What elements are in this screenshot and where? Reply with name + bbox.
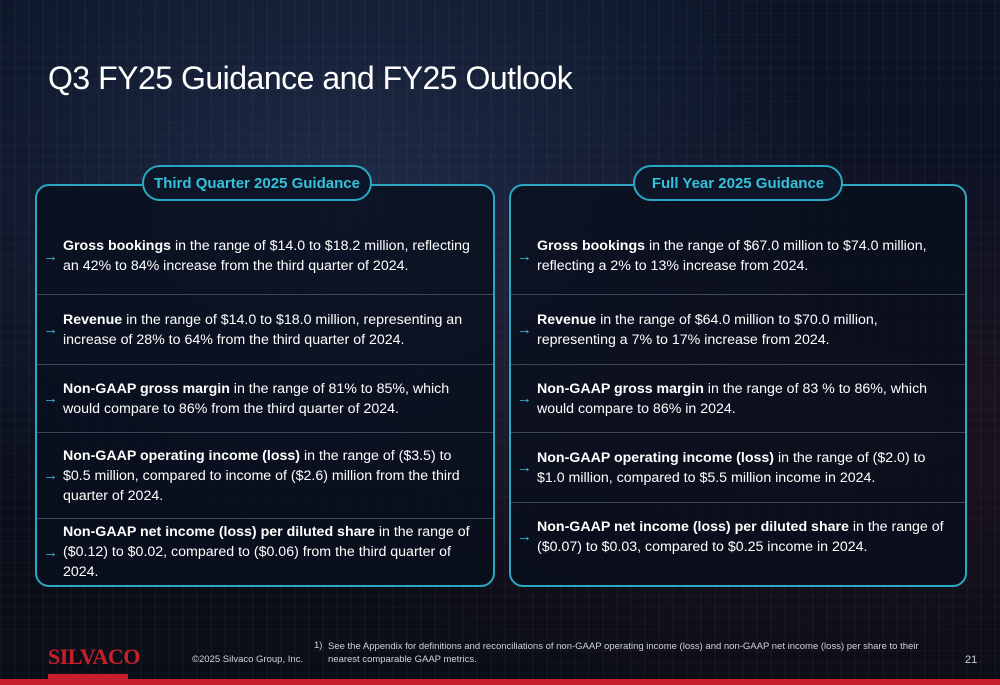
footnote-text: See the Appendix for definitions and rec… — [328, 641, 919, 665]
item-description: in the range of $67.0 million to $74.0 m… — [537, 238, 927, 274]
item-description: in the range of ($2.0) to $1.0 million, … — [537, 449, 926, 486]
fy-item-gross-bookings: → Gross bookings in the range of $67.0 m… — [511, 218, 965, 294]
arrow-right-icon: → — [517, 528, 532, 545]
arrow-right-icon: → — [517, 321, 532, 338]
q3-item-net-income: → Non-GAAP net income (loss) per diluted… — [37, 518, 493, 585]
arrow-right-icon: → — [517, 459, 532, 476]
item-description: in the range of 81% to 85%, which would … — [63, 380, 450, 417]
logo-accent-bar — [48, 674, 128, 679]
item-label: Non-GAAP net income (loss) per diluted s… — [537, 518, 849, 535]
fy-item-revenue: → Revenue in the range of $64.0 million … — [511, 294, 965, 364]
arrow-right-icon: → — [43, 467, 58, 484]
arrow-right-icon: → — [43, 390, 58, 407]
q3-guidance-heading: Third Quarter 2025 Guidance — [142, 165, 372, 201]
q3-item-operating-income: → Non-GAAP operating income (loss) in th… — [37, 432, 493, 518]
item-description: in the range of ($0.12) to $0.02, compar… — [63, 524, 470, 580]
item-description: in the range of $64.0 million to $70.0 m… — [537, 311, 878, 348]
q3-item-revenue: → Revenue in the range of $14.0 to $18.0… — [37, 294, 493, 364]
item-description: in the range of $14.0 to $18.2 million, … — [63, 238, 470, 274]
page-number: 21 — [965, 654, 978, 666]
item-label: Non-GAAP gross margin — [537, 380, 704, 397]
arrow-right-icon: → — [43, 543, 58, 561]
q3-guidance-panel: → Gross bookings in the range of $14.0 t… — [35, 184, 495, 587]
bottom-red-bar — [0, 679, 1000, 685]
q3-item-gross-bookings: → Gross bookings in the range of $14.0 t… — [37, 218, 493, 294]
fy-item-net-income: → Non-GAAP net income (loss) per diluted… — [511, 502, 965, 570]
arrow-right-icon: → — [43, 321, 58, 338]
fy-guidance-heading: Full Year 2025 Guidance — [633, 165, 843, 201]
item-label: Non-GAAP net income (loss) per diluted s… — [63, 524, 375, 540]
fy-item-gross-margin: → Non-GAAP gross margin in the range of … — [511, 364, 965, 432]
item-label: Non-GAAP operating income (loss) — [63, 447, 301, 464]
item-description: in the range of $14.0 to $18.0 million, … — [63, 311, 463, 348]
slide-title: Q3 FY25 Guidance and FY25 Outlook — [48, 60, 573, 96]
silvaco-logo: SILVACO — [48, 644, 140, 669]
item-label: Revenue — [63, 311, 123, 328]
arrow-right-icon: → — [43, 247, 58, 265]
copyright-text: ©2025 Silvaco Group, Inc. — [192, 654, 304, 665]
item-description: in the range of ($3.5) to $0.5 million, … — [63, 447, 460, 504]
item-description: in the range of ($0.07) to $0.03, compar… — [537, 518, 944, 555]
arrow-right-icon: → — [517, 247, 532, 265]
arrow-right-icon: → — [517, 390, 532, 407]
footnote-number: 1) — [314, 640, 323, 651]
fy-guidance-panel: → Gross bookings in the range of $67.0 m… — [509, 184, 967, 587]
fy-item-operating-income: → Non-GAAP operating income (loss) in th… — [511, 432, 965, 502]
item-label: Non-GAAP operating income (loss) — [537, 449, 775, 466]
item-label: Revenue — [537, 311, 597, 328]
item-label: Non-GAAP gross margin — [63, 380, 230, 397]
item-label: Gross bookings — [537, 238, 645, 254]
item-label: Gross bookings — [63, 238, 171, 254]
item-description: in the range of 83 % to 86%, which would… — [537, 380, 928, 417]
q3-item-gross-margin: → Non-GAAP gross margin in the range of … — [37, 364, 493, 432]
